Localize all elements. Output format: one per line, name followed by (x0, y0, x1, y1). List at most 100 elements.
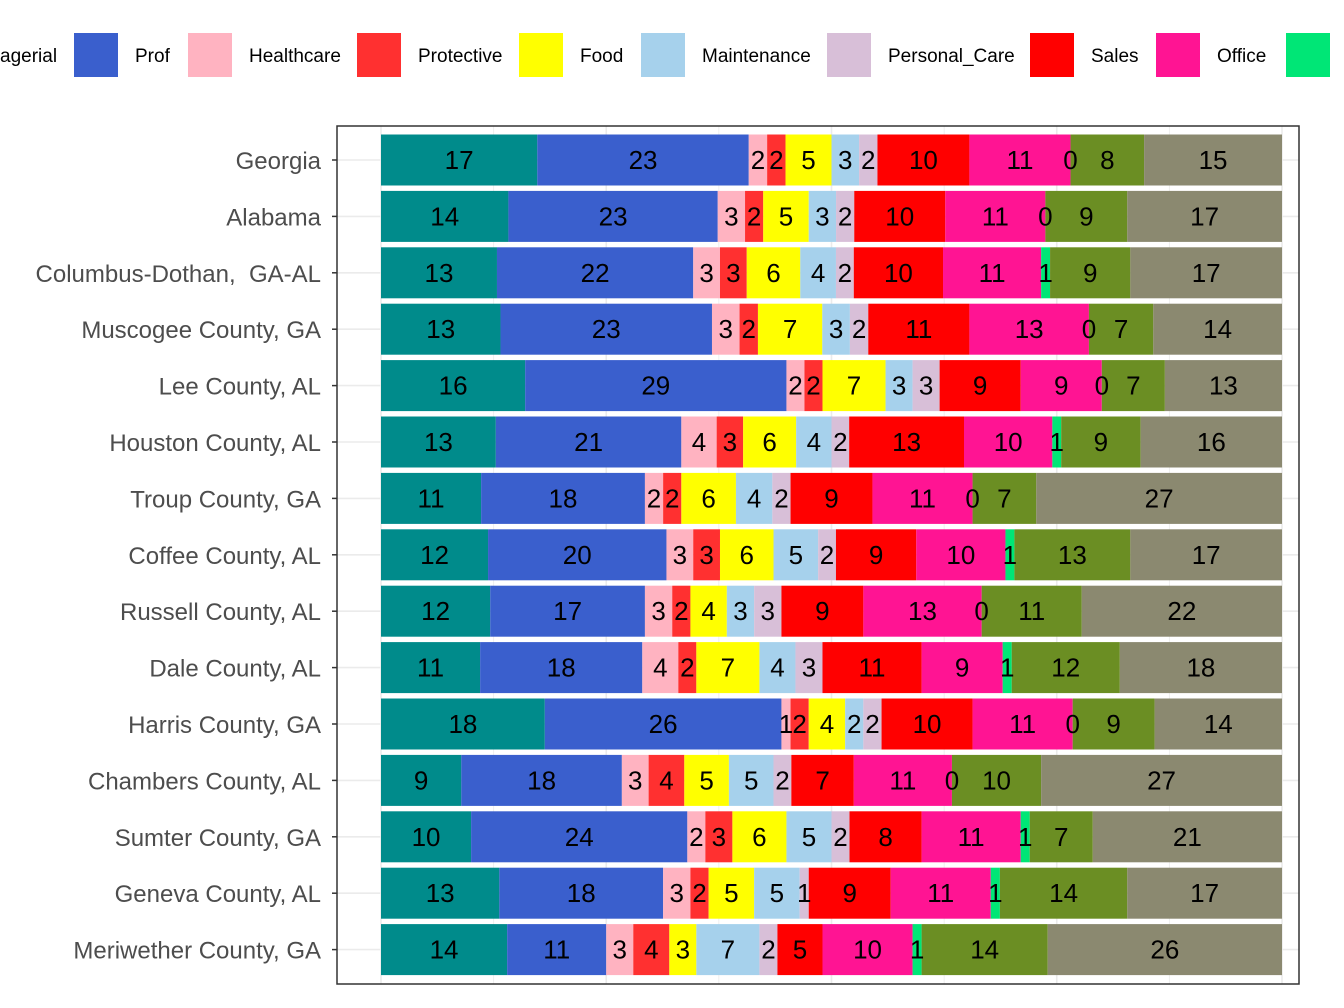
bar-segment (1088, 303, 1154, 355)
legend-label-office: Office (1217, 46, 1266, 67)
data-label: 9 (973, 371, 987, 401)
bar-segment (863, 698, 882, 750)
data-label: 10 (853, 935, 882, 965)
bar-segment (672, 585, 691, 637)
bar-segment (822, 360, 886, 412)
bar-segment (681, 472, 736, 524)
y-tick-label: Russell County, AL (120, 599, 321, 626)
y-tick-label: Dale County, AL (149, 656, 321, 683)
bar-row-coffee-county-al: 12 20 3 3 6 5 2 9 10 1 13 17 (381, 529, 1282, 581)
data-label: 17 (553, 596, 582, 626)
data-label: 2 (788, 371, 802, 401)
data-label: 2 (769, 145, 783, 175)
data-label: 8 (878, 822, 892, 852)
bar-segment (1011, 642, 1120, 694)
bar-segment (488, 529, 667, 581)
bar-row-lee-county-al: 16 29 2 2 7 3 3 9 9 0 7 13 (381, 360, 1282, 412)
bar-segment (381, 867, 500, 919)
data-label: 1 (1038, 258, 1052, 288)
bar-segment (508, 190, 718, 242)
data-label: 9 (1054, 371, 1068, 401)
bar-segment (757, 303, 823, 355)
bar-segment (890, 867, 991, 919)
bar-segment (728, 754, 774, 806)
data-label: 2 (861, 145, 875, 175)
bar-segment (1036, 472, 1282, 524)
bar-segment (767, 134, 786, 186)
legend-label-maintenance: Maintenance (702, 46, 811, 67)
bar-row-dale-county-al: 11 18 4 2 7 4 3 11 9 1 12 18 (381, 642, 1282, 694)
bar-segment (381, 247, 497, 299)
bar-segment (1101, 360, 1165, 412)
bar-segment (663, 867, 691, 919)
bar-segment (1041, 247, 1051, 299)
data-label: 9 (869, 540, 883, 570)
data-label: 5 (789, 540, 803, 570)
data-label: 3 (699, 540, 713, 570)
data-label: 27 (1147, 765, 1176, 795)
data-label: 11 (1006, 145, 1033, 175)
y-tick-label: Chambers County, AL (88, 768, 321, 795)
data-label: 11 (909, 483, 936, 513)
data-label: 4 (820, 709, 834, 739)
bar-segment (735, 472, 773, 524)
data-label: 3 (628, 765, 642, 795)
data-label: 17 (1192, 540, 1221, 570)
data-label: 23 (629, 145, 658, 175)
data-label: 7 (783, 314, 797, 344)
bar-segment (1052, 416, 1062, 468)
bar-segment (921, 642, 1003, 694)
data-label: 2 (838, 201, 852, 231)
bar-segment (669, 924, 697, 976)
bar-segment (499, 867, 664, 919)
bar-segment (748, 134, 768, 186)
bar-segment (461, 754, 622, 806)
bar-segment (666, 529, 694, 581)
data-label: 17 (1192, 258, 1221, 288)
data-label: 11 (418, 483, 445, 513)
data-label: 5 (770, 878, 784, 908)
bar-segment (759, 924, 778, 976)
data-label: 13 (908, 596, 937, 626)
y-tick-label: Coffee County, AL (128, 543, 321, 570)
data-label: 6 (701, 483, 715, 513)
bar-segment (690, 585, 727, 637)
bar-segment (684, 754, 729, 806)
data-label: 4 (659, 765, 673, 795)
bar-segment (1070, 134, 1145, 186)
bar-row-houston-county-al: 13 21 4 3 6 4 2 13 10 1 9 16 (381, 416, 1282, 468)
bar-segment (773, 754, 792, 806)
bar-segment (743, 416, 797, 468)
bar-segment (822, 303, 850, 355)
data-label: 18 (1186, 653, 1215, 683)
data-label: 3 (733, 596, 747, 626)
bar-segment (921, 924, 1048, 976)
bar-segment (916, 529, 1006, 581)
bar-segment (818, 529, 836, 581)
data-label: 2 (775, 765, 789, 795)
data-label: 2 (838, 258, 852, 288)
data-label: 21 (1173, 822, 1202, 852)
data-label: 5 (801, 145, 815, 175)
bar-row-meriwether-county-ga: 14 11 3 4 3 7 2 5 10 1 14 26 (381, 924, 1282, 976)
data-label: 0 (1082, 314, 1096, 344)
bar-segment (644, 472, 664, 524)
data-label: 11 (958, 822, 985, 852)
bar-segment (1029, 811, 1093, 863)
data-label: 4 (653, 653, 667, 683)
data-label: 0 (974, 596, 988, 626)
bar-segment (495, 416, 682, 468)
data-label: 11 (927, 878, 954, 908)
data-label: 3 (919, 371, 933, 401)
data-label: 3 (815, 201, 829, 231)
legend-swatch-series-10 (1286, 33, 1330, 77)
bar-segment (525, 360, 787, 412)
bar-segment (849, 416, 964, 468)
bar-segment (990, 867, 1000, 919)
data-label: 9 (1106, 709, 1120, 739)
bar-segment (746, 247, 801, 299)
data-label: 0 (965, 483, 979, 513)
bar-segment (853, 247, 944, 299)
data-label: 4 (811, 258, 825, 288)
